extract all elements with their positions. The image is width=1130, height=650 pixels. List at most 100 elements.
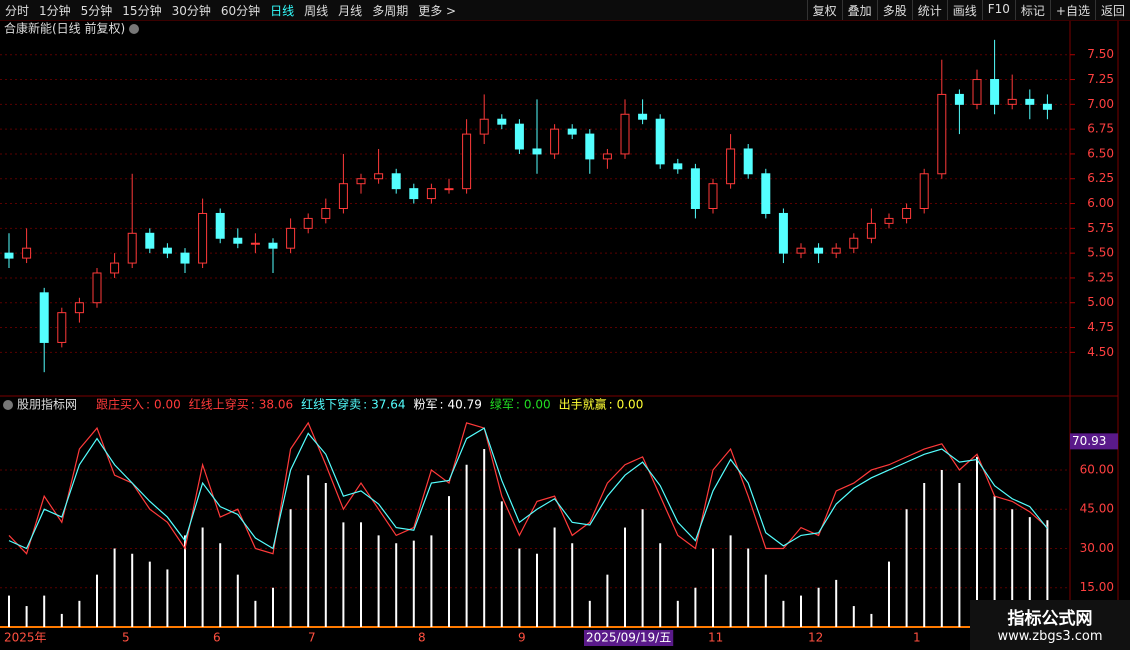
candle-body [338,183,348,209]
candle-body [286,227,296,249]
candle-body [567,128,577,135]
indicator-title: 股朋指标网 [17,397,77,412]
candle-body [849,237,859,249]
candle-body [391,173,401,190]
tool-button[interactable]: 画线 [946,0,982,20]
candle-body [57,312,67,343]
period-tabs: 分时 1分钟 5分钟 15分钟 30分钟 60分钟 日线 周线 月线 多周期 更多 > [0,0,461,20]
x-axis-label: 9 [518,631,526,645]
candle-body [585,133,595,160]
candle-body [1007,98,1017,105]
watermark: 指标公式网 www.zbgs3.com [970,600,1130,650]
legend-value: 37.64 [371,398,405,412]
y-tick-label: 30.00 [1080,541,1114,555]
candle-body [831,247,841,254]
period-tab[interactable]: 15分钟 [122,4,162,18]
candle-body [866,222,876,239]
legend-name: 粉军 [413,398,437,412]
period-tab[interactable]: 5分钟 [80,4,113,18]
menu-icon[interactable] [3,400,13,410]
legend-value: 40.79 [448,398,482,412]
watermark-url: www.zbgs3.com [997,629,1103,644]
candle-body [761,173,771,214]
y-tick-label: 60.00 [1080,462,1114,476]
candle-body [180,252,190,264]
candle-body [4,252,14,259]
candle-body [673,163,683,170]
y-tick-label: 6.75 [1087,122,1114,136]
tool-button[interactable]: 返回 [1094,0,1130,20]
y-tick-label: 4.50 [1087,345,1114,359]
y-tick-label: 6.00 [1087,196,1114,210]
period-tab[interactable]: 周线 [304,4,329,18]
indicator-line [8,421,1048,555]
candle-body [690,168,700,210]
watermark-title: 指标公式网 [1007,609,1093,629]
chart-title: 合康新能(日线 前复权) [4,21,125,36]
legend-value: 38.06 [259,398,293,412]
indicator-line [8,427,1048,550]
period-tab[interactable]: 分时 [5,4,30,18]
date-highlight [584,630,674,646]
period-tab[interactable]: 30分钟 [171,4,211,18]
legend-name: 红线上穿买 [189,397,249,412]
candle-body [409,188,419,200]
candle-body [919,173,929,209]
candle-body [638,113,648,120]
legend-name: 红线下穿卖 [301,397,361,412]
candle-body [127,232,137,264]
y-tick-label: 7.50 [1087,47,1114,61]
candle-body [497,118,507,125]
candle-body [514,123,524,150]
candle-body [796,247,806,254]
candle-body [550,128,560,155]
tool-button[interactable]: 多股 [876,0,912,20]
candle-body [145,232,155,249]
candle-body [374,173,384,180]
tool-button[interactable]: F10 [981,0,1015,20]
tool-button[interactable]: 叠加 [841,0,877,20]
y-tick-label: 4.75 [1087,320,1114,334]
x-axis-label: 5 [122,631,130,645]
candle-body [162,247,172,254]
legend-separator: : [363,398,367,412]
period-tab[interactable]: 更多 > [418,4,457,18]
candle-body [215,212,225,239]
toolbar: 分时 1分钟 5分钟 15分钟 30分钟 60分钟 日线 周线 月线 多周期 更多 > 复权 叠加 多股… [0,0,1130,21]
period-tab[interactable]: 60分钟 [220,4,261,18]
candle-body [532,148,542,155]
y-tick-label: 6.50 [1087,146,1114,160]
y-tick-label: 5.00 [1087,295,1114,309]
period-tab[interactable]: 1分钟 [39,4,71,18]
x-axis-label: 11 [708,631,723,645]
candle-body [778,212,788,254]
period-tab[interactable]: 日线 [270,4,295,18]
background [0,21,1130,650]
x-axis-label: 2025年 [4,631,47,645]
period-tab[interactable]: 月线 [338,4,363,18]
candle-body [250,242,260,245]
legend-separator: : [609,398,613,412]
tool-button[interactable]: 复权 [806,0,842,20]
candle-body [74,302,84,314]
candle-body [268,242,278,249]
menu-icon[interactable] [129,24,139,34]
x-axis-label: 12 [808,631,823,645]
y-tick-label: 5.50 [1087,246,1114,260]
candle-body [462,133,472,190]
candle-body [110,262,120,274]
y-tick-label: 7.00 [1087,97,1114,111]
x-axis-label: 6 [213,631,221,645]
tool-button[interactable]: 标记 [1014,0,1050,20]
period-tab[interactable]: 多周期 [372,4,409,18]
tool-button[interactable]: +自选 [1049,0,1095,20]
tool-button[interactable]: 统计 [911,0,947,20]
x-axis-label: 2025/09/19/五 [586,631,671,645]
legend-name: 出手就赢 [559,397,607,412]
candle-body [92,272,102,304]
legend-separator: : [146,398,150,412]
legend-value: 0.00 [617,398,644,412]
legend-separator: : [251,398,255,412]
candle-body [22,247,32,259]
